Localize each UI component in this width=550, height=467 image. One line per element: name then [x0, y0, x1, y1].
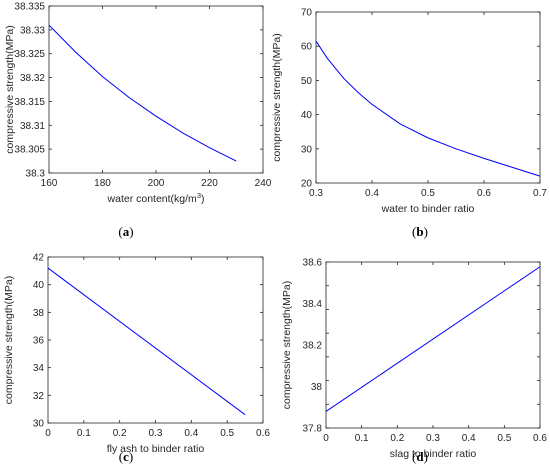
x-axis-label-text: water content(kg/m — [107, 193, 198, 205]
y-axis-label: compressive strength(MPa) — [281, 281, 293, 409]
x-tick-label: 0.4 — [462, 433, 476, 444]
y-tick-label: 38.31 — [20, 121, 45, 132]
x-tick-label: 0 — [323, 433, 329, 444]
panel-caption: (c) — [119, 449, 133, 464]
y-tick-label: 38.33 — [20, 25, 45, 36]
x-tick-label: 0.2 — [113, 428, 127, 439]
y-tick-label: 38.315 — [14, 97, 45, 108]
y-tick-label: 34 — [33, 363, 45, 374]
x-tick-label: 180 — [94, 178, 111, 189]
x-tick-label: 0.5 — [220, 428, 234, 439]
y-tick-label: 20 — [301, 179, 313, 190]
x-tick-label: 240 — [255, 178, 272, 189]
x-axis-label-superscript: 3 — [197, 191, 201, 200]
x-tick-label: 0.5 — [497, 433, 511, 444]
y-tick-label: 38.3 — [26, 169, 46, 180]
x-axis-label-close: ) — [201, 193, 205, 205]
plot-area-frame — [325, 261, 541, 429]
panel-caption: (b) — [412, 224, 428, 239]
x-tick-label: 200 — [148, 178, 165, 189]
x-axis-label: fly ash to binder ratio — [107, 443, 205, 455]
x-tick-label: 0.1 — [355, 433, 369, 444]
x-tick-label: 160 — [41, 178, 58, 189]
x-tick-label: 0.6 — [477, 188, 491, 199]
panel-caption: (a) — [118, 224, 133, 239]
y-tick-label: 37.8 — [303, 424, 323, 435]
x-axis-label: slag to binder ratio — [390, 448, 477, 460]
y-tick-label: 38.4 — [303, 299, 323, 310]
series-line — [48, 24, 237, 162]
plot-area-frame — [47, 256, 264, 424]
x-tick-label: 0.3 — [309, 188, 323, 199]
x-tick-label: 0 — [45, 428, 51, 439]
y-tick-label: 50 — [301, 76, 313, 87]
series-line — [315, 40, 541, 177]
series-line — [47, 267, 246, 416]
panel-caption: (d) — [412, 449, 428, 464]
y-tick-label: 30 — [33, 419, 45, 430]
y-tick-label: 38.2 — [303, 341, 323, 352]
y-axis-label: compressive strength(MPa) — [271, 33, 283, 161]
y-tick-label: 38.325 — [14, 49, 45, 60]
y-tick-label: 40 — [301, 110, 313, 121]
x-tick-label: 0.4 — [184, 428, 198, 439]
x-tick-label: 0.7 — [533, 188, 547, 199]
y-tick-label: 42 — [33, 253, 45, 264]
panel-caption-letter: c — [123, 449, 129, 464]
series-line — [325, 266, 541, 412]
y-tick-label: 38.335 — [14, 2, 45, 13]
y-tick-label: 38.305 — [14, 145, 45, 156]
x-axis-label: water to binder ratio — [381, 203, 475, 215]
x-tick-label: 0.3 — [149, 428, 163, 439]
x-tick-label: 220 — [201, 178, 218, 189]
x-tick-label: 0.6 — [256, 428, 270, 439]
chart-panel-d: 0 0.1 0.2 0.3 0.4 0.5 0.6 37.8 38 38.2 38.4 38.6 sla… — [281, 258, 547, 465]
y-tick-label: 38.6 — [303, 258, 323, 269]
x-tick-label: 0.1 — [77, 428, 91, 439]
y-tick-label: 38 — [311, 382, 323, 393]
y-tick-label: 40 — [33, 280, 45, 291]
x-tick-label: 0.5 — [421, 188, 435, 199]
panel-caption-letter: b — [416, 224, 423, 239]
y-tick-label: 36 — [33, 336, 45, 347]
x-tick-label: 0.4 — [365, 188, 379, 199]
y-axis-label: compressive strength(MPa) — [3, 276, 15, 404]
plot-area-frame — [315, 11, 541, 184]
chart-panel-a: 160 180 200 220 240 38.3 38.305 38.31 38.315 38.3… — [4, 2, 272, 240]
panel-caption-letter: a — [123, 224, 130, 239]
y-tick-label: 70 — [301, 8, 313, 19]
x-tick-label: 0.3 — [426, 433, 440, 444]
plot-area-frame — [48, 5, 264, 174]
x-tick-label: 0.2 — [390, 433, 404, 444]
chart-panel-c: 0 0.1 0.2 0.3 0.4 0.5 0.6 30 32 34 36 38 40 42 fly ash… — [3, 253, 270, 465]
y-axis-label: compressive strength(MPa) — [4, 25, 16, 153]
y-tick-label: 60 — [301, 42, 313, 53]
y-tick-label: 30 — [301, 144, 313, 155]
chart-panel-b: 0.3 0.4 0.5 0.6 0.7 20 30 40 50 60 70 water to bind… — [271, 8, 547, 240]
x-tick-label: 0.6 — [533, 433, 547, 444]
x-axis-label: water content(kg/m3) — [107, 191, 205, 205]
panel-caption-letter: d — [416, 449, 424, 464]
y-tick-label: 38.32 — [20, 73, 45, 84]
y-tick-label: 38 — [33, 308, 45, 319]
y-tick-label: 32 — [33, 391, 45, 402]
